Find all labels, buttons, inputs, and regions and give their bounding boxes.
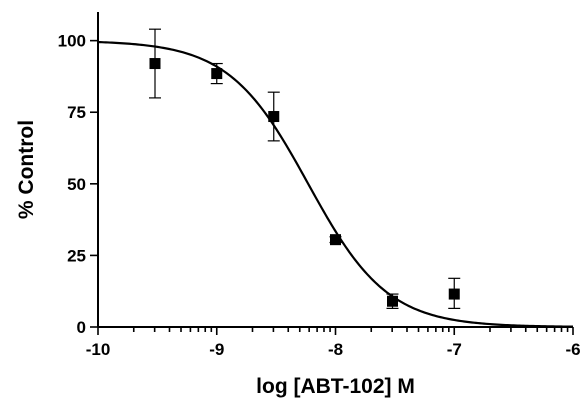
data-point xyxy=(386,293,399,309)
y-tick-label: 100 xyxy=(58,32,86,51)
data-point xyxy=(149,28,161,99)
y-axis-title: % Control xyxy=(15,120,38,219)
square-marker xyxy=(387,295,398,307)
data-point xyxy=(448,277,461,309)
x-tick-label: -10 xyxy=(86,340,111,359)
x-tick-label: -8 xyxy=(328,340,343,359)
y-tick-label: 25 xyxy=(67,246,86,265)
x-tick-label: -6 xyxy=(565,340,580,359)
y-tick-label: 50 xyxy=(67,175,86,194)
fit-curve xyxy=(97,40,574,328)
square-marker xyxy=(211,68,223,80)
y-tick-label: 75 xyxy=(67,103,86,122)
x-tick-label: -9 xyxy=(209,340,224,359)
x-axis-title: log [ABT-102] M xyxy=(256,375,415,398)
x-axis: -10 -9 -8 -7 -6 xyxy=(86,326,581,359)
data-point xyxy=(210,62,223,85)
y-tick-label: 0 xyxy=(77,318,86,337)
data-point xyxy=(329,234,342,246)
data-point xyxy=(267,91,280,142)
square-marker xyxy=(268,111,280,123)
square-marker xyxy=(330,234,341,246)
y-axis: 0 25 50 75 100 xyxy=(58,12,99,337)
square-marker xyxy=(149,58,161,70)
data-points xyxy=(149,28,461,309)
x-tick-label: -7 xyxy=(447,340,462,359)
square-marker xyxy=(448,288,460,300)
